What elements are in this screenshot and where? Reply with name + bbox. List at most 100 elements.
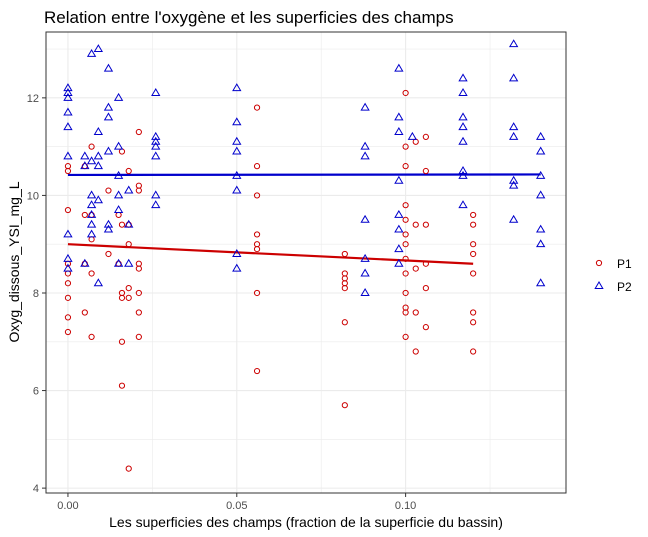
point-p2 — [508, 214, 519, 223]
point-p2 — [80, 151, 90, 160]
point-p1 — [64, 206, 72, 214]
point-p1 — [402, 143, 409, 150]
y-tick-label: 6 — [33, 386, 39, 398]
y-axis: 4 6 8 10 12 — [27, 93, 46, 495]
point-p2 — [508, 131, 519, 140]
point-p1 — [64, 163, 72, 170]
point-p1 — [341, 270, 348, 277]
point-p2 — [360, 288, 370, 296]
point-p1 — [402, 304, 409, 311]
point-p2 — [151, 151, 161, 160]
point-p2 — [360, 268, 370, 277]
point-p1 — [135, 182, 142, 189]
point-p2 — [103, 63, 114, 72]
y-tick-label: 8 — [33, 288, 39, 300]
point-p2 — [232, 263, 242, 272]
point-p1 — [135, 333, 142, 340]
point-p2 — [63, 92, 73, 101]
point-p2 — [93, 44, 104, 53]
point-p1 — [402, 241, 409, 248]
point-p1 — [470, 270, 477, 277]
point-p1 — [118, 338, 126, 345]
point-p1 — [105, 250, 112, 258]
point-p2 — [536, 170, 546, 179]
point-p2 — [113, 258, 124, 267]
x-axis-title: Les superficies des champs (fraction de … — [109, 514, 503, 530]
point-p2 — [360, 141, 370, 150]
point-p1 — [253, 289, 261, 297]
point-p2 — [508, 39, 519, 48]
point-p2 — [93, 195, 104, 204]
point-p1 — [105, 187, 112, 194]
point-p1 — [422, 324, 429, 331]
point-p1 — [88, 143, 95, 150]
point-p2 — [151, 136, 161, 145]
point-p1 — [253, 104, 261, 111]
point-p1 — [88, 333, 95, 340]
point-p2 — [93, 127, 104, 135]
point-p2 — [63, 253, 73, 262]
point-p2 — [394, 63, 404, 72]
point-p1 — [470, 221, 477, 228]
point-p2 — [113, 205, 124, 214]
point-p1 — [412, 265, 419, 272]
point-p2 — [232, 117, 242, 126]
x-axis: 0.00 0.05 0.10 — [57, 493, 416, 512]
point-p2 — [151, 190, 161, 199]
point-p1 — [118, 221, 126, 228]
point-p2 — [124, 219, 134, 228]
point-p2 — [536, 131, 546, 140]
point-p2 — [394, 112, 404, 121]
point-p2 — [93, 151, 104, 160]
point-p1 — [81, 211, 88, 219]
point-p1 — [125, 294, 132, 301]
point-p2 — [536, 278, 546, 287]
point-p1 — [135, 260, 142, 267]
point-p2 — [394, 175, 404, 184]
point-p1 — [412, 348, 419, 355]
point-p2 — [113, 92, 124, 101]
point-p1 — [470, 211, 477, 219]
point-p2 — [86, 48, 97, 57]
point-p1 — [81, 309, 88, 316]
point-p2 — [458, 122, 468, 131]
point-p2 — [458, 200, 468, 209]
point-p1 — [402, 202, 409, 209]
plot-panel — [45, 31, 567, 494]
point-p1 — [64, 328, 72, 336]
point-p2 — [508, 175, 519, 184]
point-p2 — [508, 73, 519, 82]
point-p2 — [360, 253, 370, 262]
point-p2 — [86, 209, 97, 218]
point-p1 — [422, 167, 429, 175]
point-p2 — [232, 185, 242, 194]
legend-label-p1: P1 — [617, 257, 632, 271]
point-p2 — [151, 87, 161, 96]
point-p2 — [63, 83, 73, 92]
point-p1 — [253, 231, 261, 238]
point-p1 — [88, 270, 95, 277]
point-p1 — [253, 192, 261, 199]
point-p2 — [63, 151, 73, 160]
point-p1 — [402, 89, 409, 97]
point-p1 — [125, 167, 132, 175]
point-p1 — [341, 402, 348, 409]
point-p2 — [151, 200, 161, 209]
y-tick-label: 12 — [27, 93, 39, 105]
y-axis-title: Oxyg_dissous_YSI_mg_L — [6, 181, 22, 342]
point-p2 — [63, 107, 73, 116]
point-p2 — [86, 200, 97, 209]
data-points — [63, 39, 546, 472]
point-p2 — [536, 146, 546, 155]
point-p1 — [470, 319, 477, 326]
point-p2 — [360, 151, 370, 160]
point-p2 — [113, 170, 124, 179]
point-p1 — [402, 333, 409, 340]
point-p1 — [422, 133, 429, 140]
point-p2 — [103, 146, 114, 155]
point-p1 — [422, 285, 429, 292]
point-p1 — [402, 231, 409, 238]
point-p2 — [63, 263, 73, 272]
x-tick-label: 0.00 — [57, 500, 78, 512]
point-p2 — [232, 146, 242, 155]
